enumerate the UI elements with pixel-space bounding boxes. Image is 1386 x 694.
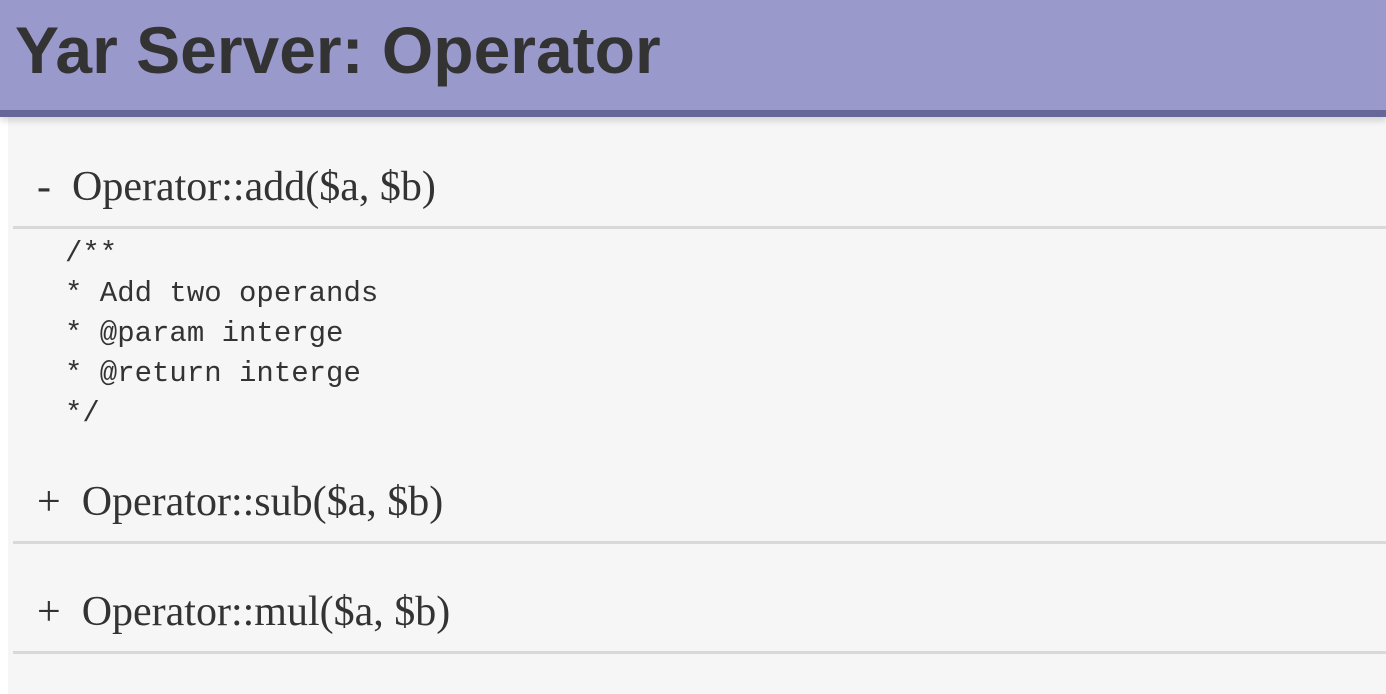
method-toggle-button[interactable]: - [37, 164, 51, 210]
method-row: + Operator::sub($a, $b) [8, 476, 1386, 544]
method-signature: Operator::mul($a, $b) [81, 589, 451, 635]
method-toggle-button[interactable]: + [37, 589, 61, 635]
method-header: + Operator::mul($a, $b) [8, 586, 1386, 638]
method-list: - Operator::add($a, $b) /** * Add two ope… [8, 161, 1386, 654]
content-panel: - Operator::add($a, $b) /** * Add two ope… [8, 117, 1386, 694]
method-signature: Operator::sub($a, $b) [81, 479, 444, 525]
method-row: + Operator::mul($a, $b) [8, 586, 1386, 654]
method-row: - Operator::add($a, $b) /** * Add two ope… [8, 161, 1386, 434]
method-header: - Operator::add($a, $b) [8, 161, 1386, 213]
method-divider [13, 541, 1386, 544]
method-divider [13, 651, 1386, 654]
method-signature: Operator::add($a, $b) [72, 164, 436, 210]
method-doc-comment: /** * Add two operands * @param interge … [65, 237, 379, 430]
method-header: + Operator::sub($a, $b) [8, 476, 1386, 528]
method-toggle-button[interactable]: + [37, 479, 61, 525]
method-divider [13, 226, 1386, 229]
page-title: Yar Server: Operator [15, 13, 661, 87]
page-header: Yar Server: Operator [0, 0, 1386, 117]
